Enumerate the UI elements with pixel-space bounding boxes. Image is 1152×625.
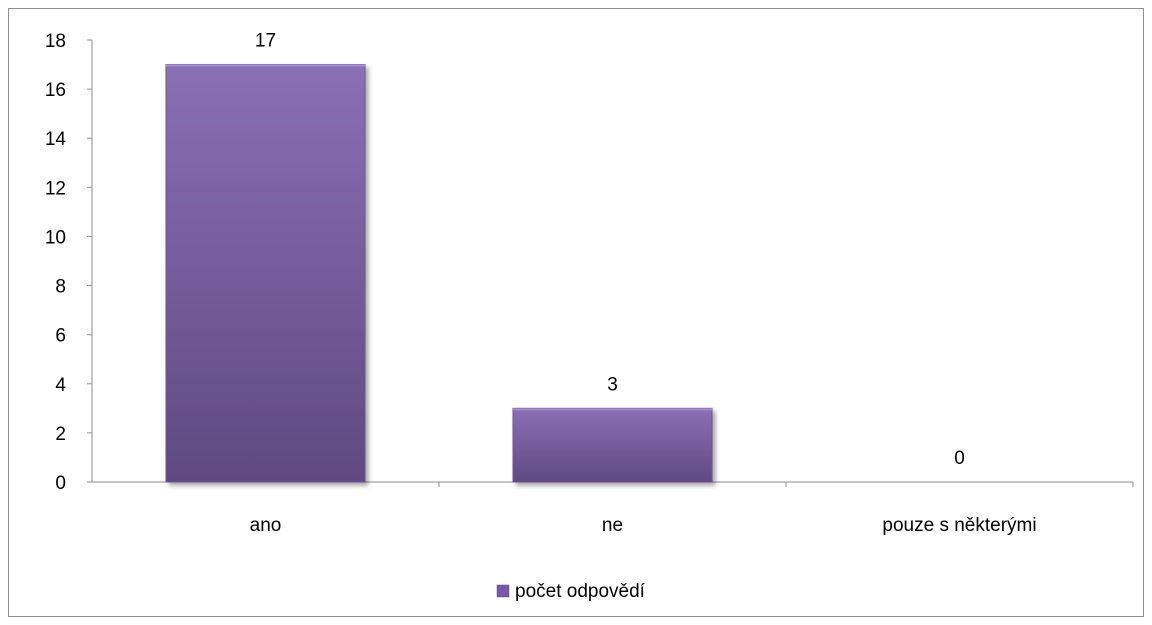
legend-label: počet odpovědí	[515, 581, 646, 602]
x-category-label: ne	[602, 515, 623, 536]
y-tick-label: 18	[45, 31, 66, 52]
y-tick-label: 8	[55, 277, 66, 298]
y-tick-label: 10	[45, 227, 66, 248]
bar-ano	[165, 64, 366, 483]
y-tick-label: 0	[55, 473, 66, 494]
legend: počet odpovědí	[496, 581, 646, 602]
bars	[165, 64, 713, 483]
legend-swatch	[496, 584, 510, 598]
bar-ne	[512, 407, 713, 483]
data-label: 3	[607, 374, 618, 395]
y-tick-label: 14	[45, 129, 67, 150]
y-tick-label: 16	[45, 80, 66, 101]
x-category-label: pouze s některými	[882, 515, 1036, 536]
y-tick-label: 12	[45, 178, 66, 199]
data-label: 0	[954, 448, 965, 469]
y-tick-label: 4	[55, 375, 66, 396]
y-tick-label: 2	[55, 424, 66, 445]
x-category-label: ano	[250, 515, 282, 536]
y-tick-label: 6	[55, 326, 66, 347]
data-label: 17	[255, 31, 276, 52]
